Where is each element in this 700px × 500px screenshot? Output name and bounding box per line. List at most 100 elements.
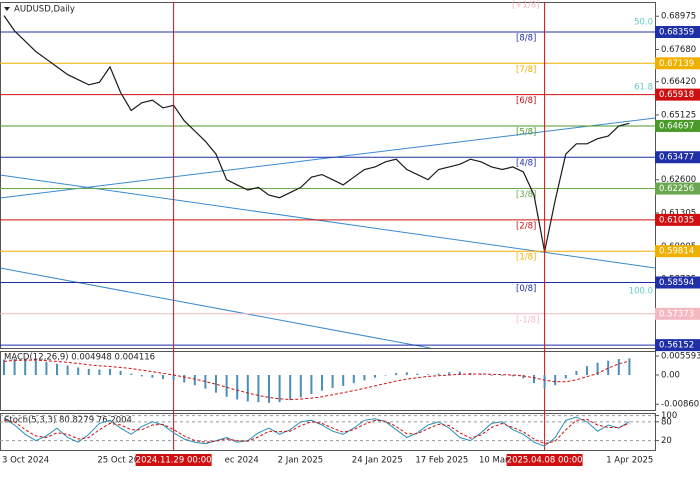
level-price-box bbox=[655, 119, 700, 132]
macd-bar bbox=[533, 375, 535, 384]
murrey-label: [1/8] bbox=[516, 253, 536, 263]
macd-bar bbox=[416, 373, 419, 376]
macd-bar bbox=[480, 374, 482, 376]
macd-bar bbox=[34, 360, 37, 376]
x-tick-label: 2 Jan 2025 bbox=[278, 456, 324, 466]
macd-bar bbox=[363, 375, 366, 381]
macd-bar bbox=[511, 375, 514, 377]
macd-bar bbox=[374, 375, 376, 378]
macd-bar bbox=[289, 375, 292, 401]
macd-bar bbox=[246, 375, 249, 402]
y-tick-label: 0.00 bbox=[661, 371, 680, 381]
x-tick-label: 3 Oct 2024 bbox=[2, 456, 49, 466]
y-tick-label: 0.65125 bbox=[661, 110, 696, 120]
level-price-box bbox=[655, 307, 700, 320]
macd-bar bbox=[299, 375, 302, 398]
level-price: 0.58594 bbox=[659, 278, 694, 288]
x-tick-label: 25 Oct 2024 bbox=[97, 456, 150, 466]
level-price-box bbox=[655, 213, 700, 226]
level-price: 0.67139 bbox=[659, 59, 694, 69]
murrey-label: [2/8] bbox=[516, 221, 536, 231]
macd-bar bbox=[87, 368, 90, 376]
macd-bar bbox=[66, 365, 69, 376]
stoch-line bbox=[3, 418, 630, 445]
macd-bar bbox=[596, 362, 599, 376]
macd-bar bbox=[395, 372, 398, 376]
macd-bar bbox=[77, 367, 80, 376]
macd-bar bbox=[45, 362, 48, 376]
macd-bar bbox=[3, 359, 5, 376]
macd-bar bbox=[427, 374, 429, 376]
macd-bar bbox=[119, 370, 122, 376]
macd-bar bbox=[575, 370, 578, 376]
y-tick-label: 80 bbox=[661, 417, 672, 427]
macd-bar bbox=[24, 359, 27, 376]
murrey-label: [8/8] bbox=[516, 34, 536, 44]
macd-bar bbox=[384, 375, 387, 376]
menu-icon[interactable] bbox=[4, 7, 10, 11]
macd-bar bbox=[448, 372, 451, 376]
stoch-title: Stoch(5,3,3) 80.8279 76.2004 bbox=[4, 416, 132, 426]
macd-bar bbox=[172, 375, 175, 381]
fib-label: 100.0 bbox=[629, 287, 653, 297]
stoch-panel bbox=[0, 413, 656, 451]
macd-bar bbox=[310, 375, 313, 395]
macd-title: MACD(12,26,9) 0.004948 0.004116 bbox=[4, 353, 155, 363]
level-price-box bbox=[655, 151, 700, 164]
x-tick-label: ec 2024 bbox=[225, 456, 259, 466]
macd-bar bbox=[130, 373, 133, 376]
macd-bar bbox=[342, 375, 345, 386]
macd-bar bbox=[321, 375, 323, 391]
y-tick-label: 20 bbox=[661, 436, 672, 446]
level-price: 0.56152 bbox=[659, 341, 694, 351]
macd-bar bbox=[490, 375, 493, 376]
level-price: 0.63477 bbox=[659, 153, 694, 163]
murrey-label: [5/8] bbox=[516, 127, 536, 137]
x-tick-label: 10 Mar 2025 bbox=[479, 456, 533, 466]
macd-bar bbox=[225, 375, 228, 397]
x-tick-label: 17 Feb 2025 bbox=[415, 456, 468, 466]
murrey-label: [7/8] bbox=[516, 65, 536, 75]
macd-bar bbox=[13, 358, 16, 376]
macd-bar bbox=[268, 375, 270, 403]
level-price-box bbox=[655, 182, 700, 195]
y-tick-label: 0.66420 bbox=[661, 77, 696, 87]
level-price: 0.65918 bbox=[659, 90, 694, 100]
macd-bar bbox=[278, 375, 281, 403]
price-line bbox=[3, 15, 630, 252]
macd-bar bbox=[437, 373, 440, 376]
macd-bar bbox=[193, 375, 196, 386]
macd-bar bbox=[331, 375, 334, 388]
level-price-box bbox=[655, 245, 700, 258]
macd-bar bbox=[607, 360, 610, 376]
macd-panel bbox=[0, 351, 656, 411]
x-label-box bbox=[135, 454, 212, 466]
macd-bar bbox=[236, 375, 239, 400]
y-tick-label: 0.005593 bbox=[661, 351, 700, 361]
macd-bar bbox=[215, 375, 217, 393]
level-price: 0.68359 bbox=[659, 28, 694, 38]
macd-bar bbox=[617, 359, 620, 376]
level-price-box bbox=[655, 339, 700, 352]
y-tick-label: 100 bbox=[661, 411, 677, 421]
murrey-label: [0/8] bbox=[516, 284, 536, 294]
macd-bar bbox=[257, 375, 260, 403]
macd-bar bbox=[56, 363, 58, 376]
level-price: 0.59814 bbox=[659, 247, 694, 257]
macd-bar bbox=[501, 375, 504, 376]
macd-bar bbox=[183, 375, 186, 383]
trend-line bbox=[0, 117, 656, 199]
macd-bar bbox=[151, 375, 154, 378]
x-tick-label: 24 Jan 2025 bbox=[352, 456, 403, 466]
murrey-label: [+1/8] bbox=[512, 1, 539, 11]
signal-line bbox=[3, 359, 630, 401]
macd-bar bbox=[109, 368, 111, 376]
fib-label: 61.8 bbox=[634, 83, 653, 93]
x-tick-label: 2024.11.29 00:00 bbox=[136, 456, 212, 466]
level-price-box bbox=[655, 57, 700, 70]
trend-line bbox=[0, 267, 431, 349]
macd-bar bbox=[543, 375, 546, 389]
trend-lines bbox=[0, 117, 656, 349]
